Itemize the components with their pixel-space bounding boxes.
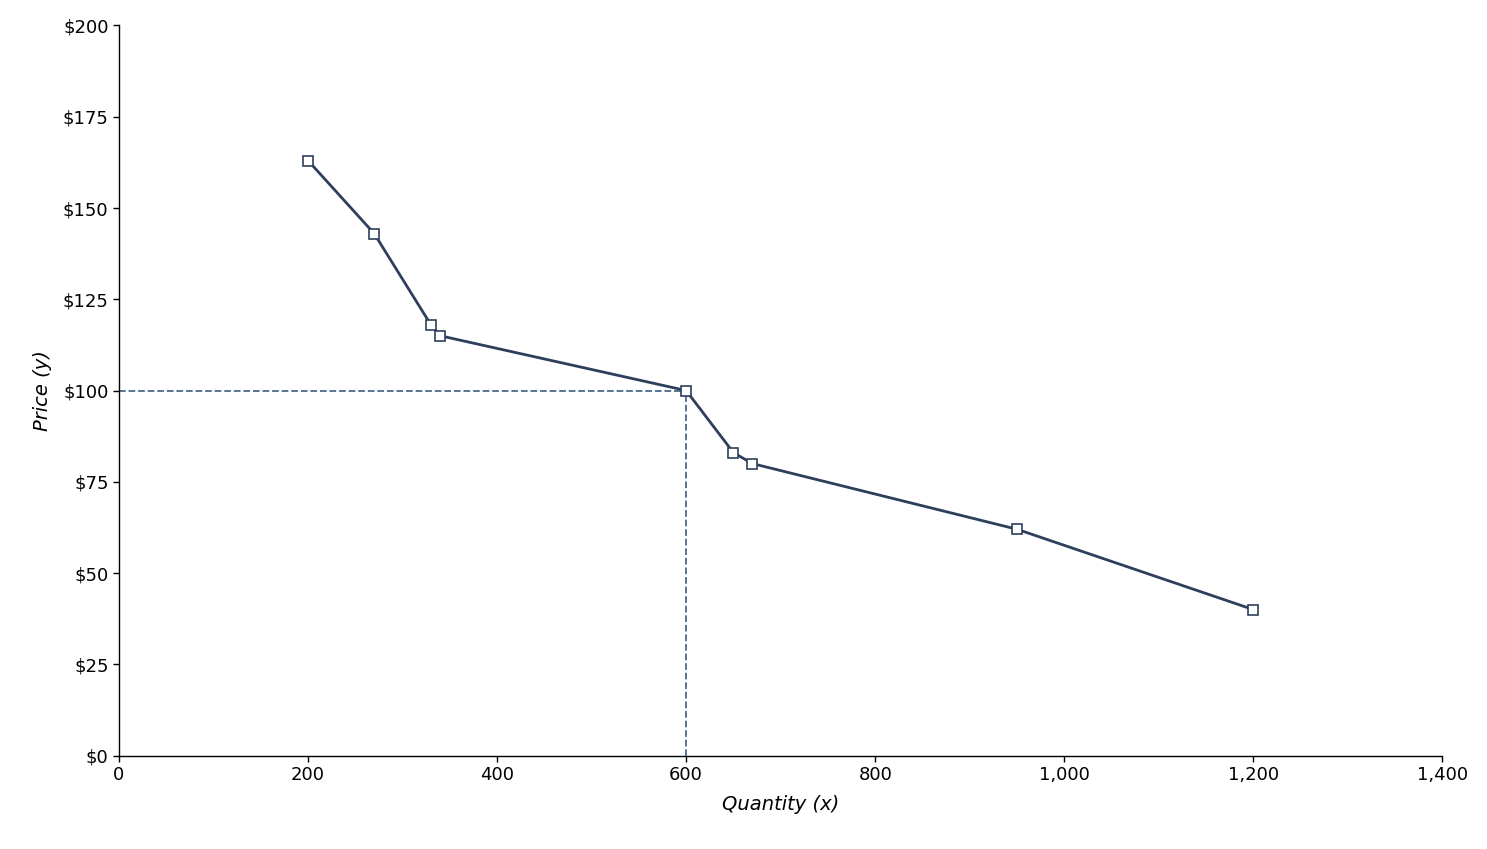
X-axis label: Quantity (x): Quantity (x) <box>723 796 839 814</box>
Y-axis label: Price (y): Price (y) <box>33 350 52 431</box>
